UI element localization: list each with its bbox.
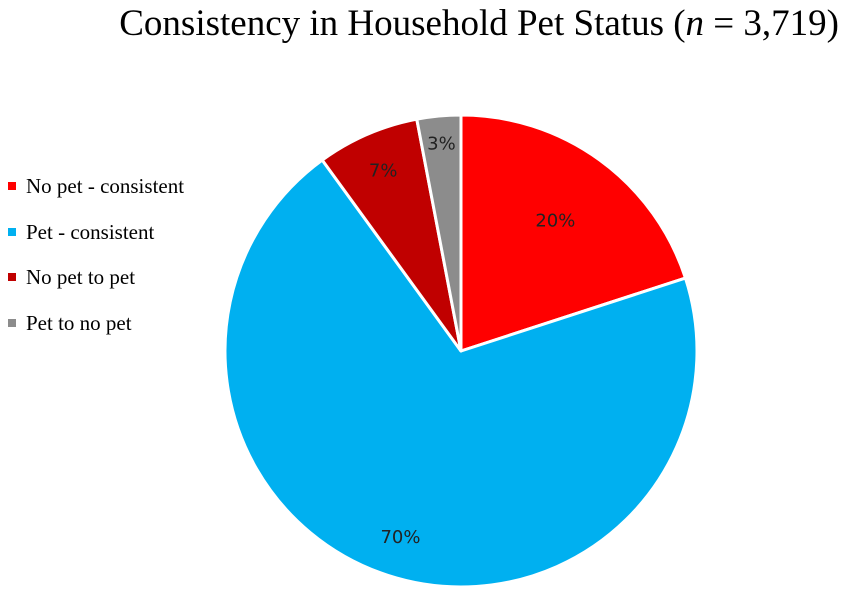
pie-slice-pet-to-no-pet [415, 113, 463, 353]
chart-title-suffix: = 3,719) [704, 3, 839, 44]
legend-swatch-pet-consistent [8, 228, 16, 237]
data-label-no-pet-consistent: 20% [535, 211, 575, 232]
legend-label-no-pet-consistent: No pet - consistent [26, 174, 185, 198]
chart-title-n-symbol: n [685, 3, 705, 44]
legend-label-no-pet-to-pet: No pet to pet [26, 265, 136, 289]
data-label-no-pet-to-pet: 7% [369, 161, 398, 182]
data-label-pet-consistent: 70% [380, 527, 420, 548]
legend-swatch-no-pet-consistent [8, 182, 16, 191]
legend-item-no-pet-consistent: No pet - consistent [8, 174, 184, 198]
legend-swatch-no-pet-to-pet [8, 273, 16, 282]
legend-item-pet-to-no-pet: Pet to no pet [8, 311, 132, 335]
legend-label-pet-consistent: Pet - consistent [26, 220, 155, 244]
pie-slice-pet-consistent [223, 158, 699, 589]
chart-title: Consistency in Household Pet Status (n =… [0, 0, 847, 48]
legend-label-pet-to-no-pet: Pet to no pet [26, 311, 132, 335]
legend-item-pet-consistent: Pet - consistent [8, 220, 154, 244]
chart-title-prefix: Consistency in Household Pet Status ( [119, 3, 686, 44]
legend-item-no-pet-to-pet: No pet to pet [8, 265, 135, 289]
data-label-pet-to-no-pet: 3% [427, 134, 456, 155]
pie-slice-no-pet-consistent [459, 113, 687, 353]
legend-swatch-pet-to-no-pet [8, 319, 16, 328]
